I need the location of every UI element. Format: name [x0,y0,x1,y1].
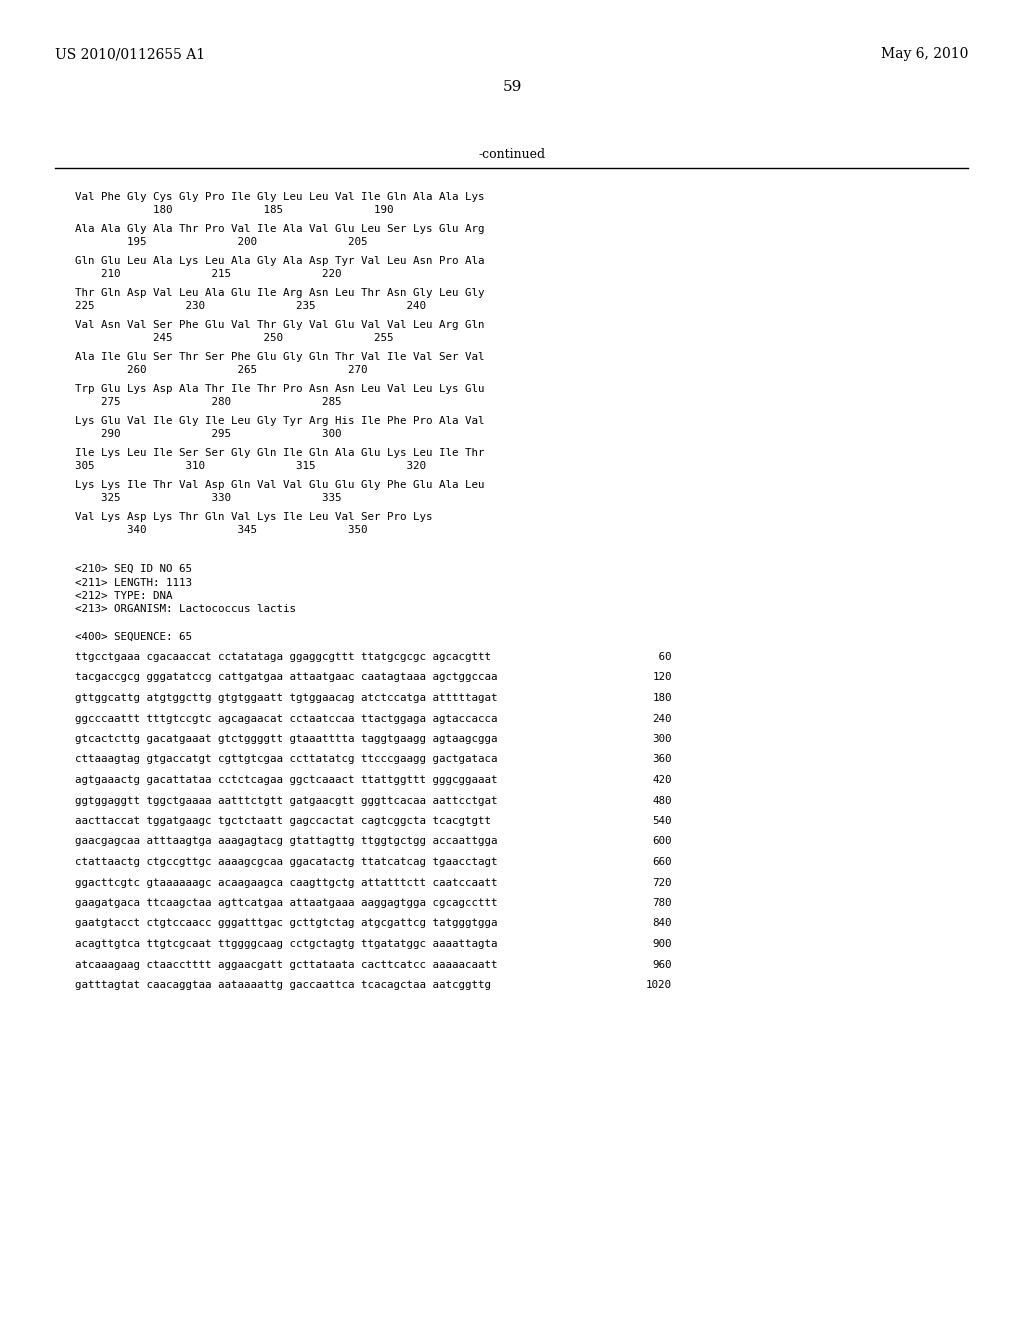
Text: Ala Ile Glu Ser Thr Ser Phe Glu Gly Gln Thr Val Ile Val Ser Val: Ala Ile Glu Ser Thr Ser Phe Glu Gly Gln … [75,352,484,362]
Text: Gln Glu Leu Ala Lys Leu Ala Gly Ala Asp Tyr Val Leu Asn Pro Ala: Gln Glu Leu Ala Lys Leu Ala Gly Ala Asp … [75,256,484,267]
Text: gaatgtacct ctgtccaacc gggatttgac gcttgtctag atgcgattcg tatgggtgga: gaatgtacct ctgtccaacc gggatttgac gcttgtc… [75,919,498,928]
Text: Val Lys Asp Lys Thr Gln Val Lys Ile Leu Val Ser Pro Lys: Val Lys Asp Lys Thr Gln Val Lys Ile Leu … [75,512,432,521]
Text: gatttagtat caacaggtaa aataaaattg gaccaattca tcacagctaa aatcggttg: gatttagtat caacaggtaa aataaaattg gaccaat… [75,979,490,990]
Text: 300: 300 [652,734,672,744]
Text: aacttaccat tggatgaagc tgctctaatt gagccactat cagtcggcta tcacgtgtt: aacttaccat tggatgaagc tgctctaatt gagccac… [75,816,490,826]
Text: 305              310              315              320: 305 310 315 320 [75,461,426,471]
Text: US 2010/0112655 A1: US 2010/0112655 A1 [55,48,205,61]
Text: 540: 540 [652,816,672,826]
Text: gaagatgaca ttcaagctaa agttcatgaa attaatgaaa aaggagtgga cgcagccttt: gaagatgaca ttcaagctaa agttcatgaa attaatg… [75,898,498,908]
Text: Val Asn Val Ser Phe Glu Val Thr Gly Val Glu Val Val Leu Arg Gln: Val Asn Val Ser Phe Glu Val Thr Gly Val … [75,319,484,330]
Text: cttaaagtag gtgaccatgt cgttgtcgaa ccttatatcg ttcccgaagg gactgataca: cttaaagtag gtgaccatgt cgttgtcgaa ccttata… [75,755,498,764]
Text: 600: 600 [652,837,672,846]
Text: Val Phe Gly Cys Gly Pro Ile Gly Leu Leu Val Ile Gln Ala Ala Lys: Val Phe Gly Cys Gly Pro Ile Gly Leu Leu … [75,191,484,202]
Text: 290              295              300: 290 295 300 [75,429,341,440]
Text: 660: 660 [652,857,672,867]
Text: ttgcctgaaa cgacaaccat cctatataga ggaggcgttt ttatgcgcgc agcacgttt: ttgcctgaaa cgacaaccat cctatataga ggaggcg… [75,652,490,663]
Text: Lys Lys Ile Thr Val Asp Gln Val Val Glu Glu Gly Phe Glu Ala Leu: Lys Lys Ile Thr Val Asp Gln Val Val Glu … [75,480,484,490]
Text: 210              215              220: 210 215 220 [75,269,341,279]
Text: 240: 240 [652,714,672,723]
Text: 420: 420 [652,775,672,785]
Text: 195              200              205: 195 200 205 [75,238,368,247]
Text: 480: 480 [652,796,672,805]
Text: May 6, 2010: May 6, 2010 [881,48,968,61]
Text: <210> SEQ ID NO 65: <210> SEQ ID NO 65 [75,564,193,574]
Text: <213> ORGANISM: Lactococcus lactis: <213> ORGANISM: Lactococcus lactis [75,605,296,615]
Text: 120: 120 [652,672,672,682]
Text: 780: 780 [652,898,672,908]
Text: Ile Lys Leu Ile Ser Ser Gly Gln Ile Gln Ala Glu Lys Leu Ile Thr: Ile Lys Leu Ile Ser Ser Gly Gln Ile Gln … [75,447,484,458]
Text: Trp Glu Lys Asp Ala Thr Ile Thr Pro Asn Asn Leu Val Leu Lys Glu: Trp Glu Lys Asp Ala Thr Ile Thr Pro Asn … [75,384,484,393]
Text: gaacgagcaa atttaagtga aaagagtacg gtattagttg ttggtgctgg accaattgga: gaacgagcaa atttaagtga aaagagtacg gtattag… [75,837,498,846]
Text: acagttgtca ttgtcgcaat ttggggcaag cctgctagtg ttgatatggc aaaattagta: acagttgtca ttgtcgcaat ttggggcaag cctgcta… [75,939,498,949]
Text: 245              250              255: 245 250 255 [75,333,393,343]
Text: 340              345              350: 340 345 350 [75,525,368,535]
Text: ctattaactg ctgccgttgc aaaagcgcaa ggacatactg ttatcatcag tgaacctagt: ctattaactg ctgccgttgc aaaagcgcaa ggacata… [75,857,498,867]
Text: Ala Ala Gly Ala Thr Pro Val Ile Ala Val Glu Leu Ser Lys Glu Arg: Ala Ala Gly Ala Thr Pro Val Ile Ala Val … [75,224,484,234]
Text: 720: 720 [652,878,672,887]
Text: -continued: -continued [478,148,546,161]
Text: 225              230              235              240: 225 230 235 240 [75,301,426,312]
Text: <211> LENGTH: 1113: <211> LENGTH: 1113 [75,578,193,587]
Text: Thr Gln Asp Val Leu Ala Glu Ile Arg Asn Leu Thr Asn Gly Leu Gly: Thr Gln Asp Val Leu Ala Glu Ile Arg Asn … [75,288,484,298]
Text: ggtggaggtt tggctgaaaa aatttctgtt gatgaacgtt gggttcacaa aattcctgat: ggtggaggtt tggctgaaaa aatttctgtt gatgaac… [75,796,498,805]
Text: gtcactcttg gacatgaaat gtctggggtt gtaaatttta taggtgaagg agtaagcgga: gtcactcttg gacatgaaat gtctggggtt gtaaatt… [75,734,498,744]
Text: ggcccaattt tttgtccgtc agcagaacat cctaatccaa ttactggaga agtaccacca: ggcccaattt tttgtccgtc agcagaacat cctaatc… [75,714,498,723]
Text: 900: 900 [652,939,672,949]
Text: 840: 840 [652,919,672,928]
Text: 1020: 1020 [646,979,672,990]
Text: gttggcattg atgtggcttg gtgtggaatt tgtggaacag atctccatga atttttagat: gttggcattg atgtggcttg gtgtggaatt tgtggaa… [75,693,498,704]
Text: tacgaccgcg gggatatccg cattgatgaa attaatgaac caatagtaaa agctggccaa: tacgaccgcg gggatatccg cattgatgaa attaatg… [75,672,498,682]
Text: 275              280              285: 275 280 285 [75,397,341,407]
Text: 60: 60 [652,652,672,663]
Text: ggacttcgtc gtaaaaaagc acaagaagca caagttgctg attatttctt caatccaatt: ggacttcgtc gtaaaaaagc acaagaagca caagttg… [75,878,498,887]
Text: atcaaagaag ctaacctttt aggaacgatt gcttataata cacttcatcc aaaaacaatt: atcaaagaag ctaacctttt aggaacgatt gcttata… [75,960,498,969]
Text: 59: 59 [503,81,521,94]
Text: 325              330              335: 325 330 335 [75,492,341,503]
Text: 360: 360 [652,755,672,764]
Text: agtgaaactg gacattataa cctctcagaa ggctcaaact ttattggttt gggcggaaat: agtgaaactg gacattataa cctctcagaa ggctcaa… [75,775,498,785]
Text: 180: 180 [652,693,672,704]
Text: <400> SEQUENCE: 65: <400> SEQUENCE: 65 [75,632,193,642]
Text: <212> TYPE: DNA: <212> TYPE: DNA [75,591,172,601]
Text: Lys Glu Val Ile Gly Ile Leu Gly Tyr Arg His Ile Phe Pro Ala Val: Lys Glu Val Ile Gly Ile Leu Gly Tyr Arg … [75,416,484,426]
Text: 260              265              270: 260 265 270 [75,366,368,375]
Text: 960: 960 [652,960,672,969]
Text: 180              185              190: 180 185 190 [75,205,393,215]
